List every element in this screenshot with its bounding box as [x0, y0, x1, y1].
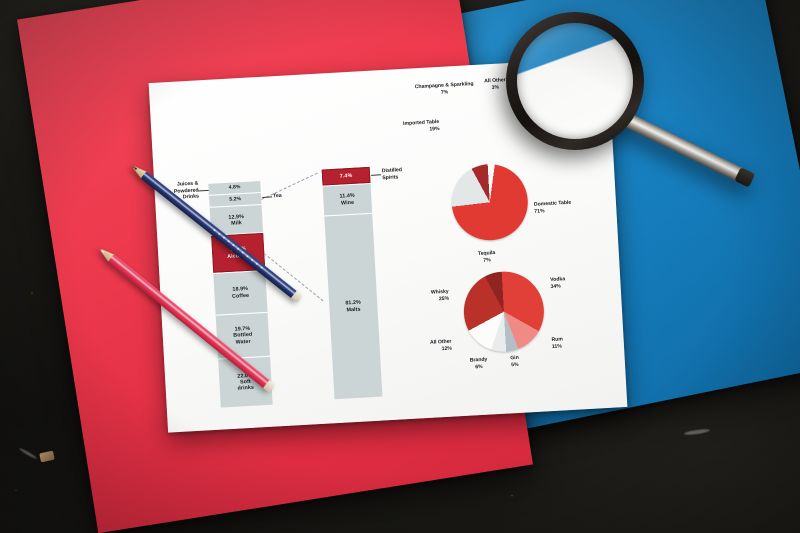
- pie-label-pct: 5%: [511, 361, 519, 368]
- alcohol-breakdown-stacked-bar: 7.4% 11.4% Wine 81.2% Malts: [321, 166, 383, 400]
- leader-line-distilled-spirits: [371, 174, 382, 176]
- pie-label-pct: 34%: [550, 283, 561, 290]
- pie-label-text: Brandy: [469, 356, 488, 364]
- pie-label-text: All Other: [484, 77, 506, 85]
- pie-label-all-other-spirits: All Other 12%: [395, 339, 452, 355]
- pie-label-pct: 6%: [475, 363, 483, 370]
- distilled-spirits-pie[interactable]: [461, 269, 547, 354]
- pie-label-text: Tequila: [477, 250, 496, 257]
- pie-label-domestic-table: Domestic Table 71%: [534, 200, 572, 215]
- pie-label-text: Vodka: [550, 276, 566, 283]
- pie-label-pct: 12%: [441, 345, 453, 352]
- bar-segment-coffee[interactable]: 18.9% Coffee: [213, 269, 268, 315]
- pie-label-pct: 71%: [534, 207, 545, 215]
- pie-label-gin: Gin 5%: [498, 354, 531, 369]
- segment-name: Coffee: [231, 292, 250, 300]
- beverage-share-stacked-bar: 4.8% 5.2% 12.9% Milk 16.5% Alcohol* 18.9…: [208, 181, 273, 408]
- bar-segment-malts[interactable]: 81.2% Malts: [324, 212, 383, 400]
- segment-pct: 4.8%: [228, 183, 241, 191]
- magnifying-glass[interactable]: [506, 12, 756, 188]
- pie-label-brandy: Brandy 6%: [458, 356, 499, 371]
- pie-label-whisky: Whisky 25%: [387, 289, 450, 306]
- leader-line-juices: [197, 189, 209, 192]
- bar-segment-distilled-spirits[interactable]: 7.4%: [321, 166, 371, 186]
- pie-label-pct: 7%: [440, 89, 449, 96]
- segment-name: Soft drinks: [237, 378, 255, 392]
- segment-pct: 7.4%: [339, 172, 353, 180]
- segment-name: Bottled Water: [233, 332, 253, 346]
- pie-label-vodka: Vodka 34%: [550, 276, 566, 290]
- pie-label-rum: Rum 11%: [551, 336, 563, 350]
- pie-label-text: Rum: [551, 336, 564, 344]
- pie-label-pct: 11%: [551, 343, 563, 350]
- segment-pct: 5.2%: [229, 195, 242, 203]
- pie-label-pct: 19%: [429, 125, 440, 133]
- leader-line-tea: [262, 196, 273, 198]
- segment-name: Malts: [346, 306, 361, 313]
- pie-label-imported-table: Imported Table 19%: [367, 119, 440, 136]
- pie-label-pct: 25%: [438, 295, 450, 302]
- magnifier-lens: [517, 23, 633, 139]
- pie-label-tequila: Tequila 7%: [461, 249, 514, 265]
- label-tea: Tea: [272, 192, 282, 200]
- wine-category-pie[interactable]: [449, 162, 530, 243]
- bar-segment-wine[interactable]: 11.4% Wine: [322, 182, 373, 216]
- pie-label-text: Domestic Table: [533, 199, 572, 208]
- pie-label-text: Gin: [510, 354, 519, 362]
- label-distilled-spirits: Distilled Spirits: [381, 167, 403, 181]
- segment-name: Milk: [231, 220, 243, 227]
- pie-label-pct: 3%: [491, 84, 500, 91]
- segment-name: Wine: [340, 199, 355, 207]
- pie-label-pct: 7%: [483, 256, 491, 264]
